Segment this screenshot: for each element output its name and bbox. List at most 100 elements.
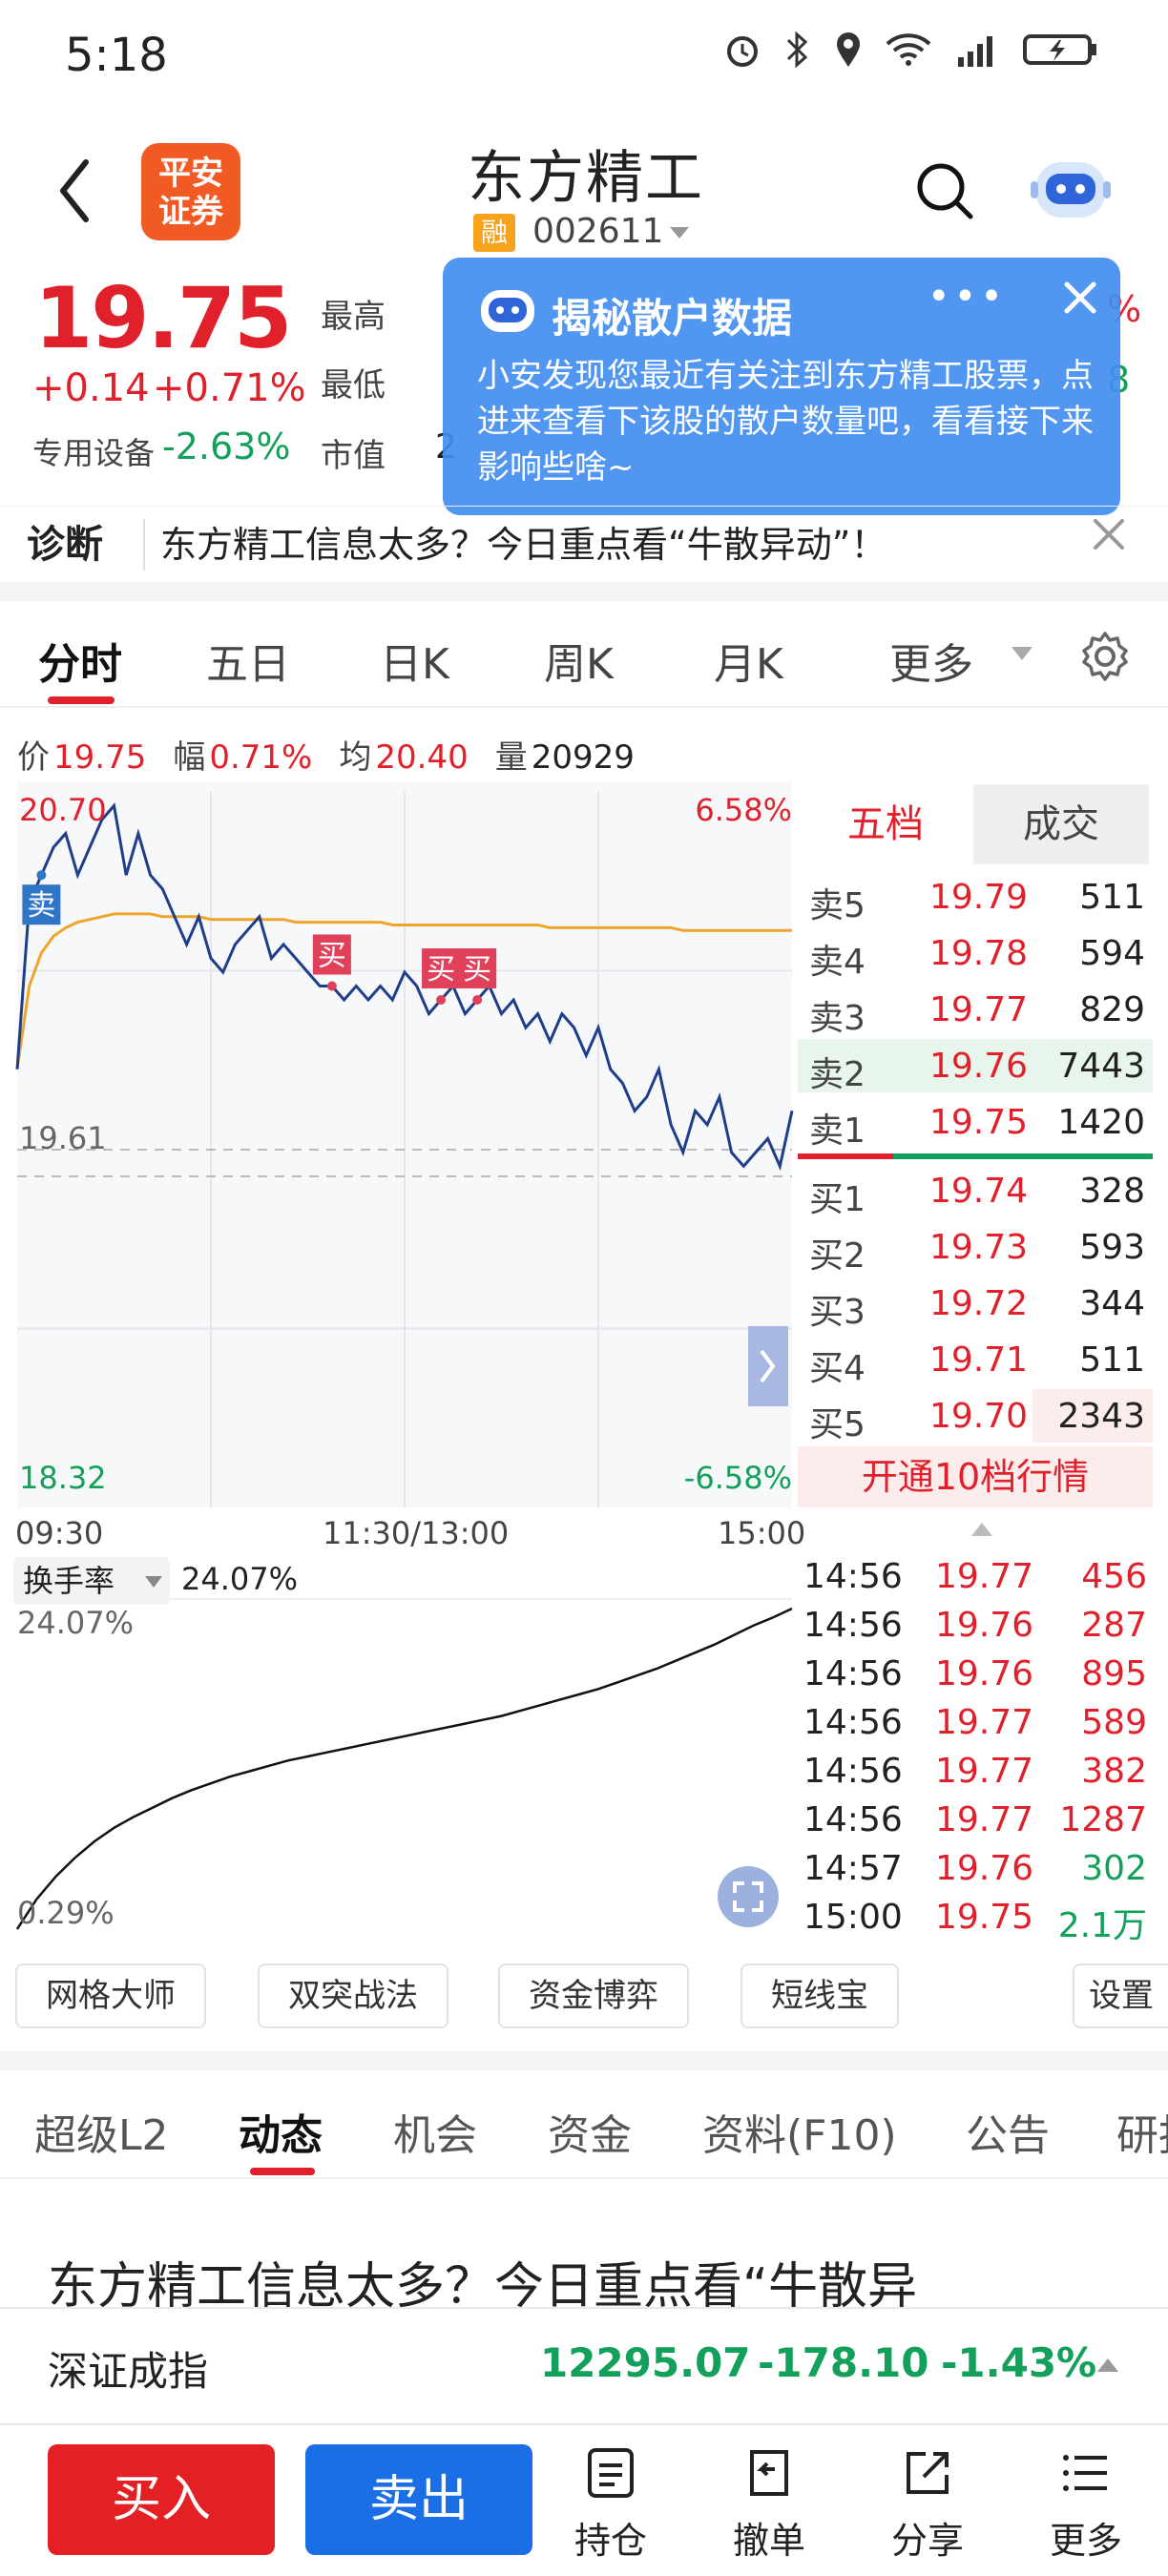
trade-tick-row: 14:57 19.76 302 — [800, 1845, 1155, 1893]
double-breakout-button[interactable]: 双突战法 — [258, 1963, 448, 2028]
index-name: 深证成指 — [48, 2348, 209, 2395]
chevron-up-icon[interactable] — [1095, 2357, 1120, 2374]
level-price: 19.71 — [929, 1340, 1029, 1380]
bid-ask-ratio-bar — [798, 1153, 1153, 1159]
level-price: 19.76 — [929, 1047, 1029, 1086]
index-bar[interactable] — [0, 2307, 1168, 2425]
grid-master-button[interactable]: 网格大师 — [15, 1963, 206, 2028]
stock-name: 东方精工 — [468, 145, 704, 212]
ask-row[interactable]: 卖2 19.76 7443 — [798, 1039, 1153, 1094]
intraday-chart[interactable]: 卖买买买 20.70 6.58% 19.61 18.32 -6.58% — [0, 782, 798, 1507]
tab-capital[interactable]: 资金 — [548, 2111, 632, 2160]
price-value: 19.75 — [53, 738, 147, 777]
signal-icon — [958, 36, 992, 67]
average-value: 20.40 — [375, 738, 469, 777]
level-price: 19.74 — [929, 1172, 1029, 1211]
share-button[interactable]: 分享 — [870, 2444, 985, 2564]
tab-underline — [48, 696, 115, 704]
trade-tick-row: 14:56 19.77 456 — [800, 1553, 1155, 1601]
level-label: 卖1 — [809, 1111, 866, 1151]
holdings-button[interactable]: 持仓 — [553, 2444, 668, 2564]
diagnosis-text[interactable]: 东方精工信息太多？今日重点看“牛散异动”！ — [160, 524, 887, 566]
chevron-down-icon[interactable] — [1010, 645, 1034, 662]
tick-price: 19.77 — [935, 1703, 1034, 1742]
trade-markers: 卖买买买 — [22, 870, 497, 1006]
sell-button[interactable]: 卖出 — [305, 2444, 532, 2555]
bid-row[interactable]: 买2 19.73 593 — [798, 1220, 1153, 1276]
ask-row[interactable]: 卖1 19.75 1420 — [798, 1095, 1153, 1151]
tick-time: 14:56 — [803, 1703, 903, 1742]
promo-popup[interactable]: 揭秘散户数据 ••• 小安发现您最近有关注到东方精工股票，点进来查看下该股的散户… — [443, 258, 1120, 515]
indicator-selector[interactable]: 换手率 — [13, 1557, 170, 1605]
trade-tick-row: 14:56 19.77 1287 — [800, 1797, 1155, 1844]
more-button[interactable]: 更多 — [1029, 2444, 1143, 2564]
tick-time: 14:56 — [803, 1557, 903, 1596]
more-label: 更多 — [1049, 2520, 1122, 2562]
level-volume: 511 — [1079, 1340, 1145, 1380]
tab-monthly-k[interactable]: 月K — [714, 640, 783, 689]
y-bottom-percent: -6.58% — [684, 1460, 792, 1496]
high-label: 最高 — [321, 298, 386, 336]
ask-row[interactable]: 卖4 19.78 594 — [798, 926, 1153, 982]
upgrade-level10-button[interactable]: 开通10档行情 — [798, 1446, 1153, 1507]
level-volume: 829 — [1079, 990, 1145, 1029]
chevron-down-icon[interactable] — [668, 225, 691, 240]
tab-f10[interactable]: 资料(F10) — [702, 2111, 897, 2160]
assistant-robot-icon[interactable] — [1029, 153, 1113, 225]
tab-super-l2[interactable]: 超级L2 — [34, 2111, 169, 2160]
bid-row[interactable]: 买1 19.74 328 — [798, 1164, 1153, 1219]
tab-research[interactable]: 研报 — [1116, 2111, 1168, 2160]
bid-row[interactable]: 买3 19.72 344 — [798, 1277, 1153, 1332]
tab-order-book[interactable]: 五档 — [798, 784, 973, 864]
section-gap — [0, 2051, 1168, 2070]
tab-announcements[interactable]: 公告 — [966, 2111, 1050, 2160]
gear-icon[interactable] — [1078, 630, 1132, 683]
close-icon[interactable] — [1090, 515, 1128, 553]
y-top-label: 20.70 — [19, 792, 107, 828]
search-icon[interactable] — [914, 160, 975, 221]
tick-price: 19.75 — [935, 1898, 1034, 1937]
bid-row[interactable]: 买5 19.70 2343 — [798, 1389, 1153, 1444]
fullscreen-button[interactable] — [718, 1866, 779, 1927]
stock-code[interactable]: 002611 — [532, 212, 664, 251]
level-price: 19.79 — [929, 878, 1029, 917]
tab-5day[interactable]: 五日 — [206, 640, 290, 689]
index-change: -178.10 — [758, 2339, 929, 2386]
broker-logo[interactable]: 平安 证券 — [141, 143, 240, 240]
tick-volume: 589 — [1081, 1703, 1147, 1742]
tab-trades[interactable]: 成交 — [973, 784, 1149, 864]
ask-row[interactable]: 卖3 19.77 829 — [798, 983, 1153, 1038]
bid-row[interactable]: 买4 19.71 511 — [798, 1333, 1153, 1388]
sector-label[interactable]: 专用设备 — [32, 435, 156, 471]
tab-opportunity[interactable]: 机会 — [393, 2111, 477, 2160]
close-icon[interactable] — [1061, 279, 1099, 317]
tab-daily-k[interactable]: 日K — [380, 640, 449, 689]
chevron-down-icon[interactable] — [143, 1574, 164, 1589]
sector-change[interactable]: -2.63% — [162, 426, 291, 467]
tab-news[interactable]: 动态 — [239, 2111, 323, 2160]
ask-row[interactable]: 卖5 19.79 511 — [798, 870, 1153, 925]
diagnosis-row[interactable] — [0, 506, 1168, 597]
time-label-close: 15:00 — [718, 1515, 806, 1551]
time-label-open: 09:30 — [15, 1515, 104, 1551]
tab-more[interactable]: 更多 — [889, 640, 973, 689]
level-volume: 511 — [1079, 878, 1145, 917]
expand-panel-button[interactable] — [748, 1326, 788, 1406]
low-label: 最低 — [321, 366, 386, 405]
buy-marker: 买 — [458, 948, 497, 1006]
more-dots-icon[interactable]: ••• — [928, 275, 1007, 319]
tools-settings-button[interactable]: 设置 — [1073, 1963, 1168, 2028]
capital-game-button[interactable]: 资金博弈 — [498, 1963, 689, 2028]
article-title[interactable]: 东方精工信息太多？今日重点看“牛散异 — [48, 2258, 917, 2316]
short-term-button[interactable]: 短线宝 — [740, 1963, 899, 2028]
tab-intraday[interactable]: 分时 — [38, 640, 122, 689]
level-volume: 1420 — [1057, 1103, 1145, 1142]
back-icon[interactable] — [48, 153, 105, 229]
margin-badge: 融 — [473, 214, 515, 252]
cancel-order-button[interactable]: 撤单 — [712, 2444, 826, 2564]
tab-weekly-k[interactable]: 周K — [544, 640, 614, 689]
level-volume: 593 — [1079, 1228, 1145, 1267]
chevron-up-icon[interactable] — [970, 1521, 994, 1538]
marker-label: 卖 — [27, 889, 55, 923]
buy-button[interactable]: 买入 — [48, 2444, 275, 2555]
